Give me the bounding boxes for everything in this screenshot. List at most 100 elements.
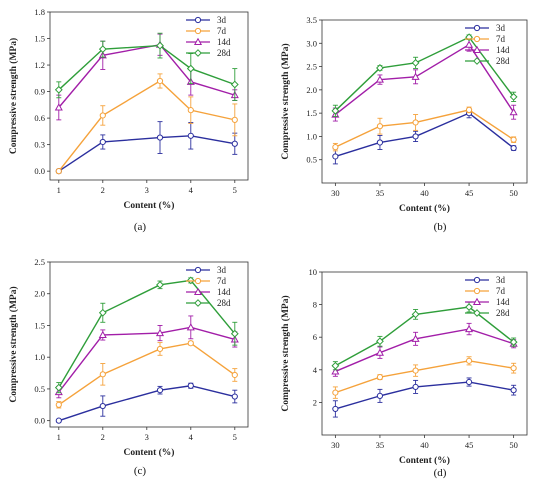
series-28d bbox=[54, 32, 239, 101]
legend-label: 7d bbox=[217, 26, 227, 36]
y-tick-label: 3.0 bbox=[306, 38, 317, 48]
data-point bbox=[465, 106, 473, 113]
data-point bbox=[186, 323, 195, 331]
data-point bbox=[99, 371, 106, 378]
panel-caption: (d) bbox=[434, 467, 447, 479]
series-3d bbox=[55, 121, 238, 175]
legend-label: 3d bbox=[496, 275, 506, 285]
legend-label: 28d bbox=[496, 56, 510, 66]
legend-label: 7d bbox=[217, 276, 227, 286]
data-point bbox=[411, 72, 420, 80]
data-point bbox=[194, 27, 202, 35]
x-tick-label: 3 bbox=[145, 185, 149, 195]
series-line bbox=[335, 109, 515, 148]
data-point bbox=[465, 357, 473, 364]
data-point bbox=[332, 389, 339, 396]
y-tick-label: 0.5 bbox=[306, 155, 317, 165]
data-point bbox=[412, 383, 419, 391]
data-point bbox=[194, 49, 202, 57]
data-point bbox=[473, 309, 481, 317]
data-point bbox=[55, 401, 62, 408]
y-tick-label: 1.5 bbox=[306, 108, 317, 118]
y-tick-label: 6 bbox=[313, 332, 317, 342]
data-point bbox=[194, 266, 202, 274]
x-axis-label: Content (%) bbox=[399, 203, 450, 214]
chart-panel-c: 1 2 3 4 5 0.0 0.5 1.0 1.5 2.0 2.5 Content (%) Compre… bbox=[8, 257, 249, 477]
series-line bbox=[58, 326, 235, 393]
y-tick-label: 1.5 bbox=[34, 34, 45, 44]
data-point bbox=[465, 324, 474, 333]
series-line bbox=[334, 36, 515, 112]
data-point bbox=[194, 299, 202, 307]
series-line bbox=[58, 342, 236, 406]
data-point bbox=[510, 387, 517, 394]
data-point bbox=[194, 277, 202, 285]
data-point bbox=[331, 106, 340, 115]
data-point bbox=[375, 348, 384, 356]
legend-label: 3d bbox=[217, 15, 227, 25]
data-point bbox=[156, 41, 164, 50]
plot-frame bbox=[49, 261, 249, 428]
data-point bbox=[510, 144, 517, 152]
series-28d bbox=[331, 301, 518, 371]
y-tick-label: 1.8 bbox=[34, 7, 45, 17]
data-point bbox=[187, 340, 194, 347]
y-tick-label: 0.0 bbox=[34, 416, 45, 426]
data-point bbox=[376, 139, 384, 146]
x-tick-label: 50 bbox=[509, 440, 518, 450]
data-point bbox=[193, 37, 203, 46]
series-3d bbox=[55, 382, 238, 424]
data-point bbox=[473, 35, 481, 43]
x-tick-label: 4 bbox=[189, 185, 194, 195]
data-point bbox=[54, 383, 63, 392]
data-point bbox=[510, 365, 517, 372]
series-7d bbox=[332, 106, 517, 152]
x-tick-label: 45 bbox=[465, 188, 474, 198]
data-point bbox=[98, 330, 107, 339]
series-28d bbox=[54, 276, 239, 394]
chart-panel-d: 30 35 40 45 50 2 4 6 8 10 Content (%) Compressive s… bbox=[280, 267, 528, 479]
legend-label: 28d bbox=[217, 48, 231, 58]
data-point bbox=[412, 119, 419, 126]
series-14d bbox=[54, 315, 239, 399]
data-point bbox=[465, 378, 473, 386]
data-point bbox=[509, 92, 518, 101]
data-point bbox=[186, 64, 195, 73]
data-point bbox=[412, 133, 419, 140]
data-point bbox=[332, 153, 339, 160]
series-line bbox=[58, 80, 235, 172]
data-point bbox=[509, 338, 518, 346]
data-point bbox=[156, 345, 164, 353]
data-point bbox=[376, 123, 384, 130]
x-tick-label: 45 bbox=[465, 440, 474, 450]
data-point bbox=[54, 85, 63, 94]
data-point bbox=[473, 287, 481, 295]
y-tick-label: 1.5 bbox=[34, 320, 45, 330]
y-tick-label: 1.0 bbox=[34, 352, 45, 362]
y-tick-label: 3.5 bbox=[306, 15, 317, 25]
legend-label: 7d bbox=[496, 34, 506, 44]
data-point bbox=[332, 144, 339, 151]
data-point bbox=[412, 367, 419, 374]
y-axis-label: Compressive strength (MPa) bbox=[280, 43, 291, 159]
legend-label: 14d bbox=[496, 45, 510, 55]
data-point bbox=[230, 329, 239, 338]
data-point bbox=[472, 297, 482, 306]
series-line bbox=[58, 43, 236, 108]
data-point bbox=[332, 405, 339, 413]
y-axis-label: Compressive strength (MPa) bbox=[8, 286, 19, 402]
y-tick-label: 2.5 bbox=[306, 62, 317, 72]
y-tick-label: 4 bbox=[313, 365, 318, 375]
x-tick-label: 2 bbox=[101, 185, 105, 195]
data-point bbox=[98, 45, 107, 54]
x-tick-label: 1 bbox=[57, 432, 61, 442]
data-point bbox=[99, 138, 106, 146]
y-tick-label: 0.6 bbox=[34, 113, 45, 123]
chart-panel-a: 1 2 3 4 5 0.0 0.3 0.6 0.9 1.2 1.5 1.8 Content (%) Com… bbox=[8, 7, 249, 233]
series-line bbox=[335, 328, 514, 373]
y-tick-label: 0.5 bbox=[34, 384, 45, 394]
data-point bbox=[231, 140, 238, 147]
data-point bbox=[98, 308, 107, 317]
data-point bbox=[156, 280, 164, 289]
